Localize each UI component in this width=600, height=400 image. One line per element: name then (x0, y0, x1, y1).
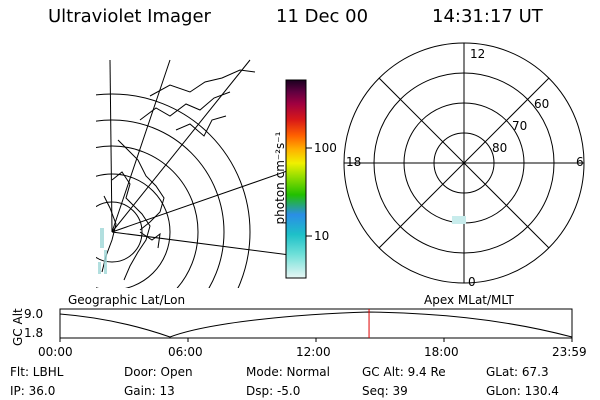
mlat-60-label: 60 (534, 97, 550, 111)
instrument-title: Ultraviolet Imager (48, 6, 211, 27)
x-tick-label: 00:00 (38, 345, 73, 359)
coastline (139, 231, 161, 249)
mode-status: Mode: Normal (246, 365, 330, 379)
mlt-6-label: 6 (576, 155, 584, 169)
lat-circle (96, 145, 199, 288)
meridian-line (111, 59, 171, 233)
altitude-ytick-bottom: 1.8 (24, 326, 44, 340)
door-status: Door: Open (124, 365, 193, 379)
altitude-ylabel: GC Alt (11, 308, 25, 346)
meridian-line (111, 231, 286, 255)
lat-circle (96, 119, 225, 288)
glat-status: GLat: 67.3 (486, 365, 549, 379)
dsp-status: Dsp: -5.0 (246, 384, 301, 398)
altitude-plot-frame (59, 308, 573, 339)
x-tick-label: 12:00 (296, 345, 331, 359)
apex-label: Apex MLat/MLT (424, 293, 514, 307)
x-tick-label: 23:59 (552, 345, 587, 359)
gc-altitude-status: GC Alt: 9.4 Re (362, 365, 446, 379)
lat-circle (96, 93, 251, 288)
ip-status: IP: 36.0 (10, 384, 56, 398)
filter-status: Flt: LBHL (10, 365, 64, 379)
colorbar-tick-10-label: 10 (314, 229, 330, 243)
meridian-line (111, 170, 286, 233)
gain-status: Gain: 13 (124, 384, 175, 398)
coastline (149, 69, 256, 97)
x-tick-label: 06:00 (168, 345, 203, 359)
header-date: 11 Dec 00 (276, 6, 369, 27)
glon-status: GLon: 130.4 (486, 384, 559, 398)
coastline (139, 91, 231, 121)
mlt-diagonal (378, 77, 550, 249)
meridian-line (109, 59, 113, 233)
colorbar-scale (285, 79, 307, 279)
coastline (175, 115, 227, 137)
altitude-curve (59, 311, 573, 338)
aurora-patch (452, 216, 466, 224)
coastline (111, 171, 151, 281)
sequence-status: Seq: 39 (362, 384, 408, 398)
altitude-ytick-top: 9.0 (24, 307, 44, 321)
mlt-18-label: 18 (346, 155, 362, 169)
mlt-0-label: 0 (468, 275, 476, 289)
header-time: 14:31:17 UT (432, 6, 543, 27)
coastline (117, 139, 165, 231)
colorbar-tick-100-label: 100 (314, 141, 337, 155)
mlat-80-label: 80 (492, 141, 508, 155)
mlat-70-label: 70 (512, 119, 528, 133)
mlt-12-label: 12 (470, 47, 486, 61)
geographic-label: Geographic Lat/Lon (68, 293, 186, 307)
x-tick-label: 18:00 (424, 345, 459, 359)
meridian-line (111, 59, 251, 233)
lat-circle (96, 173, 171, 288)
